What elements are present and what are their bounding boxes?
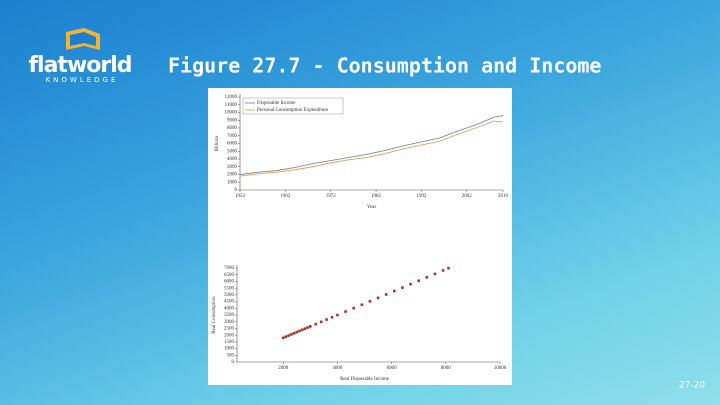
y-tick-label: 500 [227,353,235,358]
scatter-point [298,329,301,333]
line-series [239,115,504,175]
scatter-point [344,310,347,313]
scatter-point [393,289,396,293]
x-tick-label: 4000 [332,366,343,371]
scatter-point [314,322,318,326]
x-tick-label: 1972 [326,194,337,199]
scatter-point [303,327,307,330]
scatter-point [368,300,372,303]
y-axis-label: Billions [215,136,220,152]
x-tick-label: 8000 [441,366,452,371]
y-tick-label: 12000 [225,95,238,100]
y-tick-label: 2000 [227,173,238,178]
scatter-point [360,303,364,307]
legend-label: Personal Consumption Expenditure [257,108,329,113]
page-number: 27-20 [679,381,705,391]
slide-title: Figure 27.7 - Consumption and Income [168,54,601,78]
scatter-point [292,331,296,335]
legend-box [242,97,344,115]
y-tick-label: 5000 [227,149,238,154]
scatter-point [300,328,304,332]
y-tick-label: 4000 [227,157,238,162]
scatter-point [281,336,285,340]
y-tick-label: 5500 [224,286,235,291]
scatter-point [409,282,412,286]
x-tick-label: 1992 [416,194,427,199]
scatter-point [336,313,339,317]
scatter-point [319,320,323,324]
logo-icon [66,28,100,50]
legend-label: Disposable Income [257,101,296,106]
y-tick-label: 10000 [225,111,238,116]
x-tick-label: 1952 [235,194,246,199]
scatter-point [295,330,299,334]
line-series [239,120,504,177]
x-axis-label: Real Disposable Income [340,377,390,382]
scatter-point [401,286,404,289]
y-axis-label: Real Consumption [212,296,217,334]
x-tick-label: 2002 [462,194,473,199]
y-tick-label: 0 [235,188,238,193]
y-tick-label: 4000 [224,306,235,311]
logo-text: flatworld [28,53,131,78]
scatter-point [325,318,328,321]
scatter-point [330,315,334,319]
x-axis-label: Year [367,205,377,210]
logo-subtext: KNOWLEDGE [46,76,119,84]
scatter-point [287,334,290,337]
y-tick-label: 8000 [227,126,238,131]
y-tick-label: 1000 [224,347,235,352]
y-tick-label: 3500 [224,313,235,318]
scatter-point [417,279,420,283]
scatter-point [441,269,445,272]
y-tick-label: 6500 [224,273,235,278]
scatter-point [384,293,388,296]
x-tick-label: 10000 [494,366,507,371]
scatter-point [433,272,437,276]
scatter-point [309,325,312,328]
y-tick-label: 2000 [224,333,235,338]
y-tick-label: 6000 [224,280,235,285]
y-tick-label: 2500 [224,327,235,332]
y-tick-label: 4500 [224,300,235,305]
scatter-point [425,276,429,279]
y-tick-label: 1500 [224,340,235,345]
y-tick-label: 0 [232,360,235,365]
scatter-point [376,296,380,300]
x-tick-label: 6000 [387,366,398,371]
y-tick-label: 9000 [227,118,238,123]
y-tick-label: 7000 [224,266,235,271]
x-tick-label: 2010 [498,194,509,199]
x-tick-label: 1982 [371,194,382,199]
y-tick-label: 6000 [227,142,238,147]
x-tick-label: 1962 [280,194,291,199]
figure-panel [208,88,512,385]
scatter-point [290,333,293,336]
y-tick-label: 5000 [224,293,235,298]
y-tick-label: 3000 [224,320,235,325]
scatter-point [352,306,355,310]
y-tick-label: 11000 [225,103,238,108]
y-tick-label: 3000 [227,165,238,170]
x-tick-label: 2000 [278,366,289,371]
scatter-point [306,326,309,329]
scatter-point [284,335,288,338]
scatter-point [447,266,450,270]
y-tick-label: 7000 [227,134,238,139]
y-tick-label: 1000 [227,180,238,185]
